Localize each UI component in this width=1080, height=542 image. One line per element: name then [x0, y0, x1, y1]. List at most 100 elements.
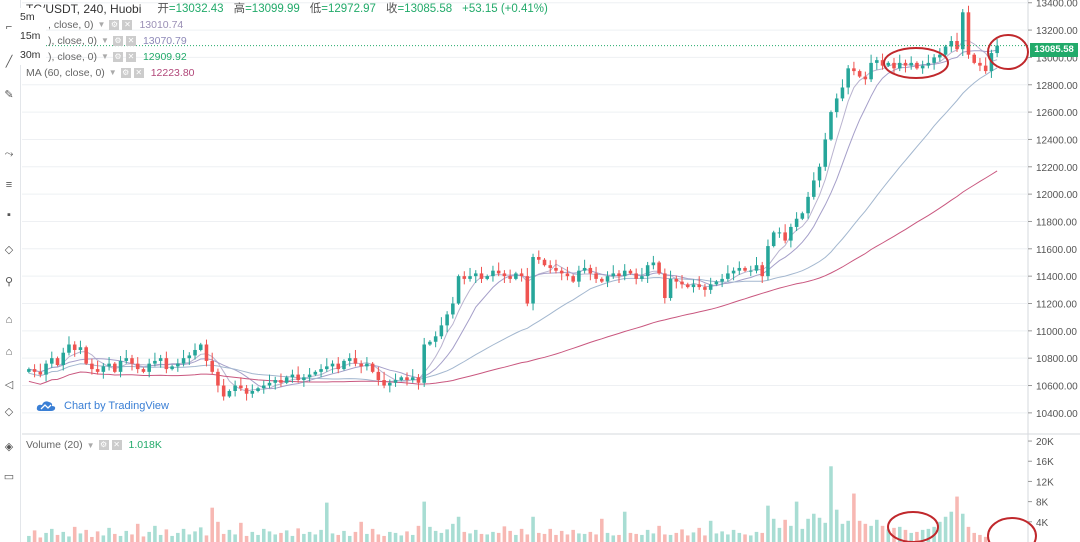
symbol-title[interactable]: TC/USDT, 240, Huobi [26, 1, 142, 16]
volume-tick-label: 20K [1036, 437, 1054, 448]
candle-body [674, 278, 679, 282]
chevron-down-icon: ▼ [101, 52, 109, 61]
ma-row-1[interactable]: , close, 0) ▼ ⚙ ✕ 13010.74 [48, 19, 184, 31]
volume-bar [514, 534, 518, 542]
volume-bar [663, 534, 667, 542]
interval-list: 5m 15m 30m [18, 8, 46, 65]
candle-body [875, 60, 879, 63]
volume-bar [880, 525, 885, 542]
doc-icon[interactable]: ▭ [3, 471, 15, 483]
tradingview-watermark[interactable]: Chart by TradingView [36, 400, 169, 412]
moving-average-line [28, 49, 998, 390]
volume-bar [525, 534, 530, 542]
price-tick-label: 13400.00 [1036, 0, 1078, 10]
candle-body [863, 76, 868, 80]
candle-body [605, 276, 610, 282]
volume-bar [244, 535, 249, 542]
ma-row-3[interactable]: ), close, 0) ▼ ⚙ ✕ 12909.92 [48, 51, 187, 63]
ma-row-2[interactable]: ), close, 0) ▼ ⚙ ✕ 13070.79 [48, 35, 187, 47]
candle-body [388, 382, 392, 386]
candle-body [760, 265, 765, 277]
candle-body [55, 358, 60, 366]
moving-average-line [28, 170, 998, 385]
volume-bar [674, 532, 679, 542]
candle-body [708, 284, 713, 290]
volume-bar [113, 533, 117, 542]
candle-body [61, 352, 66, 366]
volume-bar [903, 529, 908, 542]
volume-bar [473, 529, 478, 542]
volume-bar [210, 507, 214, 542]
zoom-icon[interactable]: ⚲ [4, 276, 14, 288]
fib-icon[interactable]: ≡ [5, 179, 13, 191]
volume-bar [571, 529, 575, 542]
candle-body [726, 273, 730, 279]
volume-bar [44, 532, 48, 542]
candle-body [261, 385, 266, 389]
volume-bar [84, 529, 88, 542]
candle-body [244, 388, 249, 394]
candle-body [514, 273, 518, 279]
volume-bar [920, 529, 925, 542]
candle-body [216, 371, 220, 386]
volume-bar [273, 534, 278, 542]
interval-5m[interactable]: 5m [20, 11, 35, 23]
candle-body [697, 284, 701, 288]
candle-body [67, 344, 71, 353]
volume-bar [342, 530, 346, 542]
volume-bar [668, 534, 673, 542]
volume-bar [130, 534, 134, 542]
lock-icon[interactable]: ⌂ [5, 346, 13, 358]
volume-bar [221, 533, 226, 542]
candle-body [548, 265, 553, 268]
price-tick-label: 12000.00 [1036, 190, 1078, 201]
candle-body [198, 344, 203, 350]
volume-bar [27, 535, 31, 542]
volume-bar [359, 521, 363, 542]
measure-icon[interactable]: ▪ [7, 209, 11, 221]
candle-body [376, 371, 381, 381]
volume-bar [691, 532, 696, 542]
volume-bar [118, 535, 123, 542]
crosshair-icon[interactable]: ⌐ [5, 21, 13, 33]
ruler-icon[interactable]: ◇ [4, 244, 14, 256]
candle-body [903, 62, 908, 66]
price-tick-label: 12200.00 [1036, 163, 1078, 174]
candle-body [634, 273, 638, 279]
annotation-circle-volume [987, 517, 1037, 542]
candle-body [296, 374, 300, 381]
volume-bar [153, 525, 157, 542]
pen-icon[interactable]: ✎ [4, 89, 14, 101]
candle-body [290, 374, 295, 378]
ma-row-4[interactable]: MA (60, close, 0) ▼ ⚙ ✕ 12223.80 [26, 67, 195, 79]
trash-icon[interactable]: ◇ [4, 406, 14, 418]
volume-bar [651, 533, 656, 542]
volume-bar [869, 525, 873, 542]
candle-body [210, 360, 214, 372]
candle-body [50, 358, 54, 364]
candle-body [600, 278, 604, 282]
volume-bar [256, 534, 260, 542]
magnet-icon[interactable]: ⌂ [5, 314, 13, 326]
candle-body [737, 267, 742, 271]
ohlc-change: +53.15 (+0.41%) [462, 2, 548, 15]
pattern-icon[interactable]: ⤳ [4, 148, 14, 160]
interval-15m[interactable]: 15m [20, 30, 41, 42]
volume-bar [78, 533, 83, 542]
volume-bar [302, 533, 306, 542]
volume-bar [972, 532, 976, 542]
trend-line-icon[interactable]: ╱ [5, 56, 13, 68]
candle-body [829, 112, 833, 140]
candle-body [766, 246, 770, 277]
layers-icon[interactable]: ◈ [4, 441, 14, 453]
eye-icon[interactable]: ◁ [4, 379, 14, 391]
candle-body [393, 380, 398, 383]
interval-30m[interactable]: 30m [20, 49, 41, 61]
candle-body [496, 270, 501, 274]
candle-body [382, 380, 386, 386]
volume-legend[interactable]: Volume (20) ▼ ⚙ ✕ 1.018K [26, 439, 162, 451]
candle-body [359, 363, 363, 367]
volume-bar [875, 519, 879, 542]
volume-bar [428, 526, 432, 542]
